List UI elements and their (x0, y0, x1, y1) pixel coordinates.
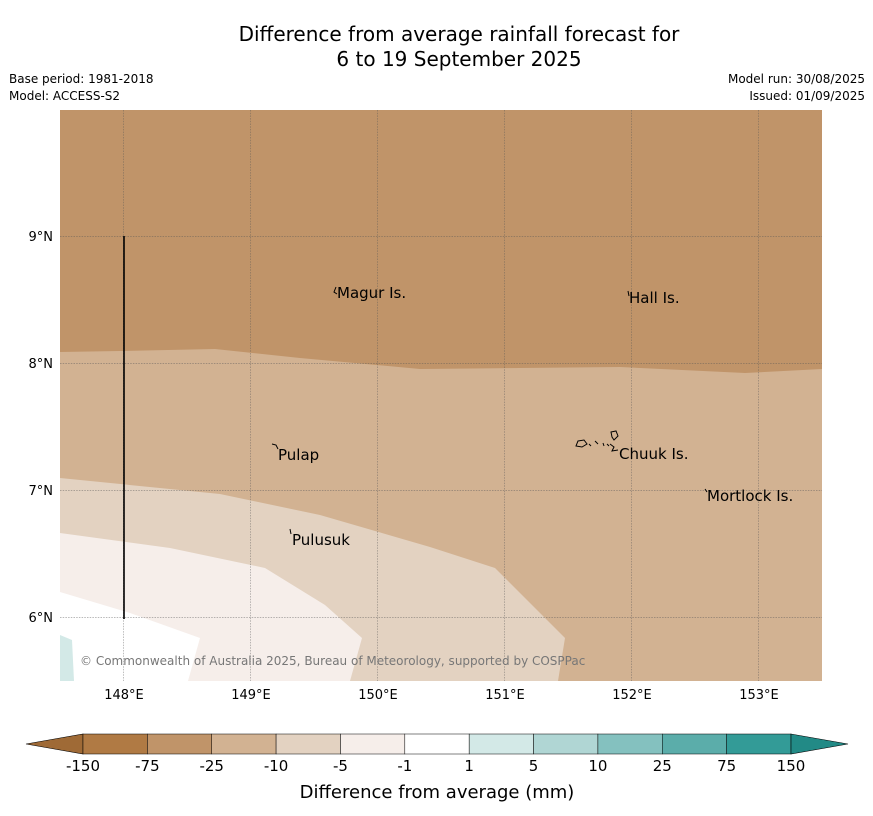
colorbar-tick-label: 150 (777, 757, 806, 775)
colorbar-tick-label: -1 (397, 757, 412, 775)
lon-tick-150: 150°E (358, 688, 398, 703)
colorbar-tick-label: -75 (135, 757, 160, 775)
colorbar-tick-label: 1 (464, 757, 474, 775)
place-label-hall: Hall Is. (629, 289, 680, 307)
meta-right: Model run: 30/08/2025 Issued: 01/09/2025 (728, 71, 865, 105)
region-neutral (60, 592, 200, 681)
colorbar-box (662, 733, 727, 755)
place-label-mortlock: Mortlock Is. (707, 487, 793, 505)
colorbar-box (468, 733, 534, 755)
lon-tick-153: 153°E (739, 688, 779, 703)
colorbar-box (211, 733, 277, 755)
colorbar-boxes (82, 733, 792, 755)
lon-tick-152: 152°E (612, 688, 652, 703)
lat-tick-6: 6°N (29, 611, 54, 626)
copyright-text: © Commonwealth of Australia 2025, Bureau… (80, 654, 585, 668)
lon-tick-149: 149°E (231, 688, 271, 703)
place-label-pulap: Pulap (278, 446, 319, 464)
colorbar-tick-label: -150 (66, 757, 100, 775)
pulusuk-island-shape (289, 528, 292, 535)
map-regions (60, 110, 822, 681)
colorbar-extend-low (25, 733, 84, 755)
base-period: Base period: 1981-2018 (9, 72, 154, 86)
place-labels: Magur Is. Hall Is. Pulap Chuuk Is. Mortl… (278, 284, 793, 549)
colorbar-tick-labels: -150 -75 -25 -10 -5 -1 1 5 10 25 75 150 (66, 757, 805, 775)
latitude-ticks: 9°N 8°N 7°N 6°N (29, 230, 54, 626)
colorbar-tick-label: -25 (199, 757, 224, 775)
chart-title: Difference from average rainfall forecas… (0, 22, 873, 72)
title-line-1: Difference from average rainfall forecas… (238, 22, 680, 46)
lon-tick-151: 151°E (485, 688, 525, 703)
colorbar-box (340, 733, 406, 755)
pulap-island-shape (271, 443, 279, 450)
colorbar-title: Difference from average (mm) (300, 782, 575, 803)
colorbar-tick-label: 10 (588, 757, 607, 775)
colorbar-tick-label: -10 (264, 757, 289, 775)
magur-island-shape (333, 286, 338, 295)
colorbar-box (82, 733, 148, 755)
colorbar-box (533, 733, 599, 755)
colorbar-tick-label: 75 (717, 757, 736, 775)
chuuk-lagoon-islands (575, 430, 619, 452)
lat-tick-9: 9°N (29, 230, 54, 245)
colorbar-tick-label: 5 (529, 757, 539, 775)
title-line-2: 6 to 19 September 2025 (336, 47, 582, 71)
issued-date: Issued: 01/09/2025 (749, 89, 865, 103)
islands (271, 286, 708, 535)
model-run: Model run: 30/08/2025 (727, 72, 865, 86)
place-label-pulusuk: Pulusuk (292, 531, 350, 549)
lat-tick-8: 8°N (29, 357, 54, 372)
colorbar-box (147, 733, 212, 755)
lon-tick-148: 148°E (104, 688, 144, 703)
colorbar-extend-high (790, 733, 849, 755)
meta-left: Base period: 1981-2018 Model: ACCESS-S2 (9, 71, 154, 105)
model-name: Model: ACCESS-S2 (9, 89, 121, 103)
colorbar-tick-label: 25 (653, 757, 672, 775)
colorbar-box (597, 733, 663, 755)
region-slightly-above (60, 635, 74, 681)
colorbar: -150 -75 -25 -10 -5 -1 1 5 10 25 75 150 Difference … (25, 733, 849, 803)
mortlock-island-shape (704, 488, 708, 493)
place-label-magur: Magur Is. (337, 284, 406, 302)
longitude-ticks: 148°E 149°E 150°E 151°E 152°E 153°E (104, 688, 779, 703)
colorbar-box (275, 733, 341, 755)
colorbar-box (726, 733, 792, 755)
place-label-chuuk: Chuuk Is. (619, 445, 688, 463)
colorbar-box (404, 733, 470, 755)
hall-island-shape (627, 290, 630, 297)
colorbar-tick-label: -5 (333, 757, 348, 775)
lat-tick-7: 7°N (29, 484, 54, 499)
